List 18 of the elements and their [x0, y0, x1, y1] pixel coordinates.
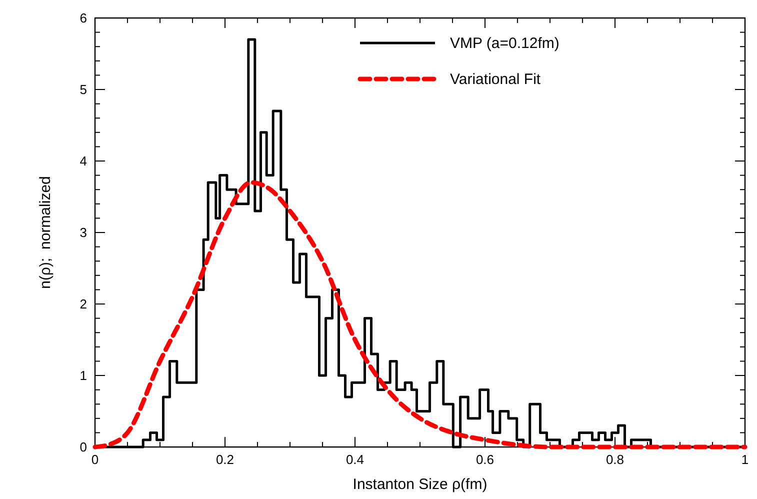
- y-tick-label: 5: [80, 82, 87, 97]
- y-tick-label: 2: [80, 296, 87, 312]
- legend-label: VMP (a=0.12fm): [450, 35, 560, 52]
- y-tick-label: 4: [80, 154, 87, 168]
- x-tick-label: 0.8: [606, 452, 624, 467]
- y-tick-label: 3: [80, 225, 87, 240]
- x-tick-label: 0.2: [216, 452, 234, 467]
- y-axis-title: n(ρ); normalized: [37, 176, 54, 289]
- line-series: [92, 180, 748, 450]
- x-tick-label: 0.6: [476, 452, 494, 467]
- legend-label: Variational Fit: [450, 71, 542, 88]
- x-axis-title: Instanton Size ρ(fm): [352, 476, 488, 493]
- y-tick-label: 6: [80, 10, 87, 26]
- x-tick-label: 1: [741, 452, 749, 467]
- x-tick-label: 0: [91, 452, 99, 467]
- x-tick-label: 0.4: [346, 452, 364, 467]
- y-tick-label: 0: [80, 440, 87, 454]
- y-tick-label: 1: [80, 368, 87, 383]
